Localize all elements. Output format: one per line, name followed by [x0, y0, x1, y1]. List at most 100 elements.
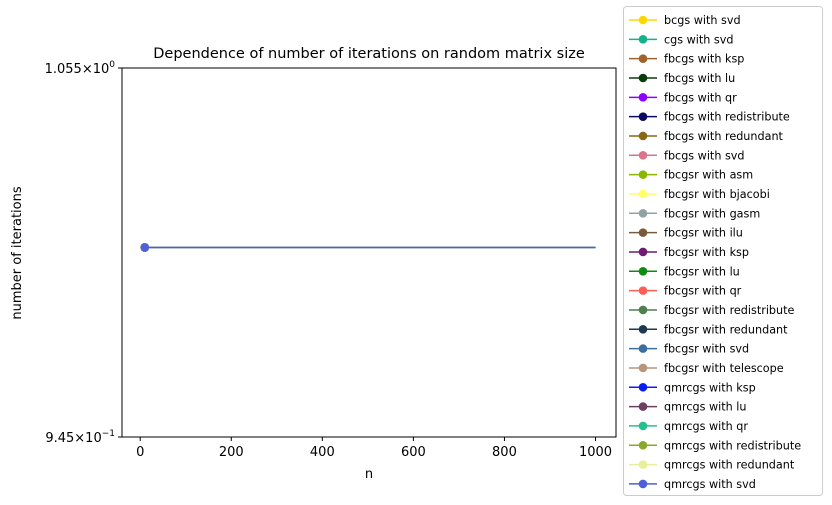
- x-axis-ticks: 0 200 400 600 800 1000: [136, 437, 612, 460]
- x-tick-label: 200: [219, 445, 244, 460]
- y-tick-mantissa: 1.055: [45, 62, 82, 77]
- legend-entry: cgs with svd: [629, 33, 733, 46]
- legend-entry: fbcgs with redistribute: [629, 111, 790, 124]
- legend-entry: bcgs with svd: [629, 14, 741, 27]
- x-axis-label: n: [365, 467, 373, 482]
- legend: bcgs with svd cgs with svd fbcgs with ksp f…: [623, 6, 823, 496]
- y-tick-label: 1.055×100: [45, 60, 116, 77]
- legend-label: qmrcgs with qr: [664, 420, 748, 433]
- y-tick-mantissa: 9.45: [45, 431, 74, 446]
- legend-label: fbcgs with redundant: [664, 130, 784, 143]
- legend-label: qmrcgs with svd: [664, 478, 756, 491]
- chart-title: Dependence of number of iterations on ra…: [153, 46, 585, 62]
- legend-swatch-marker: [638, 402, 648, 411]
- legend-label: fbcgsr with lu: [664, 265, 740, 278]
- legend-swatch-marker: [638, 35, 648, 44]
- legend-swatch-marker: [638, 73, 648, 83]
- legend-swatch-marker: [638, 440, 648, 450]
- legend-swatch-marker: [638, 228, 648, 237]
- legend-label: qmrcgs with redistribute: [664, 439, 801, 452]
- legend-entry: fbcgsr with bjacobi: [629, 188, 770, 201]
- legend-label: fbcgsr with ksp: [664, 246, 749, 259]
- y-tick-times: ×10: [74, 431, 101, 446]
- legend-entry: fbcgs with redundant: [629, 130, 784, 143]
- legend-swatch-marker: [638, 286, 648, 295]
- legend-swatch-marker: [638, 170, 648, 179]
- legend-entry: qmrcgs with redistribute: [629, 439, 801, 452]
- legend-entry: qmrcgs with redundant: [629, 459, 795, 472]
- legend-entry: fbcgs with lu: [629, 72, 735, 85]
- legend-swatch-marker: [638, 209, 648, 218]
- x-tick-label: 600: [401, 445, 426, 460]
- legend-label: fbcgsr with svd: [664, 343, 749, 356]
- legend-entry: qmrcgs with qr: [629, 420, 748, 433]
- legend-swatch-marker: [638, 421, 648, 431]
- legend-entry: qmrcgs with svd: [629, 478, 756, 491]
- legend-entry: fbcgsr with asm: [629, 169, 753, 182]
- plot-area: [121, 67, 617, 438]
- legend-label: fbcgsr with qr: [664, 285, 742, 298]
- legend-entry: fbcgsr with qr: [629, 285, 742, 298]
- legend-swatch-marker: [638, 247, 648, 257]
- legend-label: qmrcgs with redundant: [664, 459, 795, 472]
- legend-swatch-marker: [638, 131, 648, 141]
- legend-label: fbcgsr with gasm: [664, 207, 760, 220]
- legend-swatch-marker: [638, 460, 648, 469]
- legend-label: fbcgs with qr: [664, 91, 737, 104]
- x-tick-label: 0: [136, 445, 144, 460]
- y-tick-times: ×10: [82, 62, 109, 77]
- legend-entry: fbcgsr with telescope: [629, 362, 784, 375]
- legend-entry: qmrcgs with ksp: [629, 381, 756, 394]
- legend-swatch-marker: [638, 15, 648, 25]
- legend-entry: fbcgsr with ilu: [629, 227, 743, 240]
- y-tick-exponent: −1: [102, 429, 115, 439]
- legend-entry: fbcgsr with redistribute: [629, 304, 795, 317]
- y-tick-exponent: 0: [109, 60, 115, 70]
- legend-swatch-marker: [638, 112, 648, 121]
- legend-entry: qmrcgs with lu: [629, 401, 746, 414]
- legend-entry: fbcgs with ksp: [629, 53, 744, 66]
- legend-label: fbcgs with lu: [664, 72, 735, 85]
- legend-swatch-marker: [638, 93, 648, 102]
- y-axis-label: number of iterations: [10, 186, 25, 319]
- legend-label: fbcgsr with telescope: [664, 362, 784, 375]
- x-tick-label: 400: [310, 445, 335, 460]
- legend-label: fbcgs with ksp: [664, 53, 744, 66]
- legend-swatch-marker: [638, 151, 648, 160]
- legend-swatch-marker: [638, 479, 648, 489]
- y-tick-label: 9.45×10−1: [45, 429, 115, 446]
- legend-label: qmrcgs with lu: [664, 401, 746, 414]
- legend-label: fbcgsr with ilu: [664, 227, 743, 240]
- plot-frame: [121, 67, 617, 438]
- legend-frame: [623, 6, 823, 496]
- legend-label: cgs with svd: [664, 33, 733, 46]
- x-tick-label: 800: [492, 445, 517, 460]
- legend-label: fbcgsr with redundant: [664, 323, 788, 336]
- series-marker: [140, 243, 150, 252]
- legend-label: fbcgsr with redistribute: [664, 304, 795, 317]
- legend-label: bcgs with svd: [664, 14, 741, 27]
- legend-label: fbcgs with redistribute: [664, 111, 790, 124]
- legend-swatch-marker: [638, 344, 648, 353]
- legend-entry: fbcgsr with gasm: [629, 207, 760, 220]
- legend-label: fbcgs with svd: [664, 149, 745, 162]
- legend-swatch-marker: [638, 189, 648, 199]
- series-markers: [140, 243, 150, 252]
- legend-swatch-marker: [638, 382, 648, 392]
- x-tick-label: 1000: [579, 445, 612, 460]
- legend-swatch-marker: [638, 324, 648, 334]
- legend-label: fbcgsr with asm: [664, 169, 753, 182]
- legend-label: qmrcgs with ksp: [664, 381, 756, 394]
- legend-label: fbcgsr with bjacobi: [664, 188, 770, 201]
- legend-swatch-marker: [638, 54, 648, 63]
- legend-entry: fbcgsr with ksp: [629, 246, 749, 259]
- legend-entry: fbcgs with svd: [629, 149, 745, 162]
- legend-entry: fbcgs with qr: [629, 91, 737, 104]
- legend-entry: fbcgsr with lu: [629, 265, 740, 278]
- legend-entry: fbcgsr with redundant: [629, 323, 788, 336]
- legend-entry: fbcgsr with svd: [629, 343, 749, 356]
- legend-swatch-marker: [638, 363, 648, 373]
- legend-swatch-marker: [638, 305, 648, 315]
